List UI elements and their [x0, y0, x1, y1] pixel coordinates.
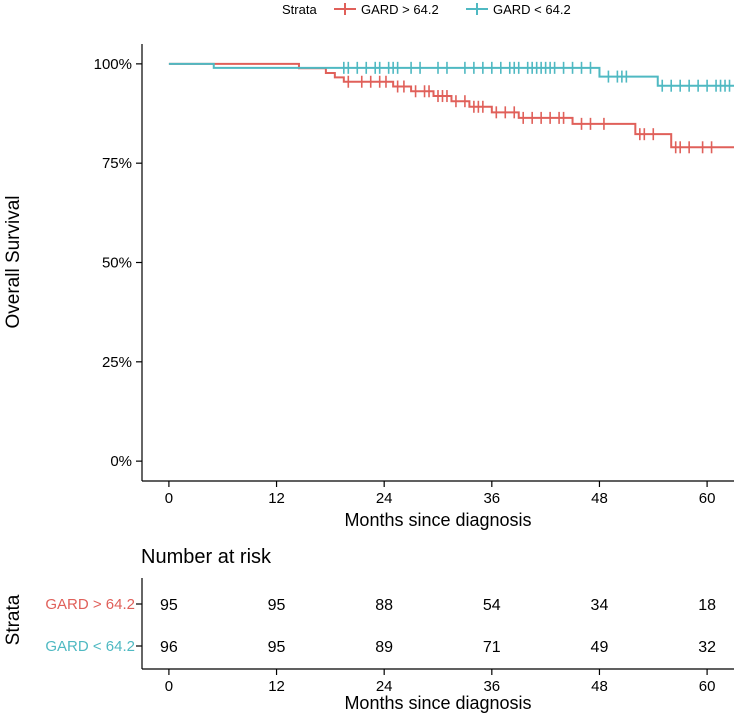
y-tick-label: 25%	[102, 354, 132, 371]
y-ticks: 0% 25% 50% 75% 100%	[94, 56, 142, 470]
x-tick-label: 24	[376, 490, 393, 507]
risk-table-title: Number at risk	[141, 546, 272, 568]
risk-cell: 95	[268, 597, 286, 614]
x-tick-label: 48	[591, 490, 608, 507]
x-tick-label: 0	[165, 490, 173, 507]
risk-row-label: GARD < 64.2	[45, 638, 135, 655]
risk-cell: 32	[698, 639, 716, 656]
legend-label-low: GARD < 64.2	[493, 2, 571, 17]
risk-table-strata-label: Strata	[3, 594, 24, 645]
risk-row-label: GARD > 64.2	[45, 596, 135, 613]
risk-cell: 71	[483, 639, 501, 656]
y-tick-label: 75%	[102, 155, 132, 172]
risk-cell: 95	[268, 639, 286, 656]
risk-x-tick-label: 36	[483, 678, 500, 695]
series-layer	[168, 61, 734, 154]
risk-cell: 89	[375, 639, 393, 656]
x-tick-label: 60	[699, 490, 716, 507]
x-ticks: 0 0 12 12 24 24 36 36 48 48 60 60	[165, 481, 716, 695]
risk-x-axis-label: Months since diagnosis	[344, 693, 531, 713]
y-tick-label: 100%	[94, 56, 132, 73]
y-axis-label: Overall Survival	[3, 195, 24, 328]
legend-title: Strata	[282, 2, 317, 17]
risk-x-tick-label: 0	[165, 678, 173, 695]
risk-x-tick-label: 48	[591, 678, 608, 695]
survival-curve-1	[168, 62, 734, 87]
risk-cell: 49	[591, 639, 609, 656]
risk-cell: 88	[375, 597, 393, 614]
x-tick-label: 12	[268, 490, 285, 507]
x-axis-label: Months since diagnosis	[344, 510, 531, 530]
risk-cell: 96	[160, 639, 178, 656]
y-tick-label: 50%	[102, 255, 132, 272]
x-tick-label: 36	[483, 490, 500, 507]
legend-label-high: GARD > 64.2	[361, 2, 439, 17]
risk-cell: 54	[483, 597, 501, 614]
risk-cell: 18	[698, 597, 716, 614]
risk-cell: 95	[160, 597, 178, 614]
risk-x-tick-label: 60	[699, 678, 716, 695]
y-tick-label: 0%	[110, 453, 132, 470]
risk-cell: 34	[591, 597, 609, 614]
risk-x-tick-label: 12	[268, 678, 285, 695]
legend: Strata GARD > 64.2 GARD < 64.2	[282, 2, 571, 17]
plot-axes	[141, 44, 734, 482]
risk-x-tick-label: 24	[376, 678, 393, 695]
risk-table: GARD > 64.2 95 95 88 54 34 18 GARD < 64.2 96 95 89…	[45, 596, 716, 656]
